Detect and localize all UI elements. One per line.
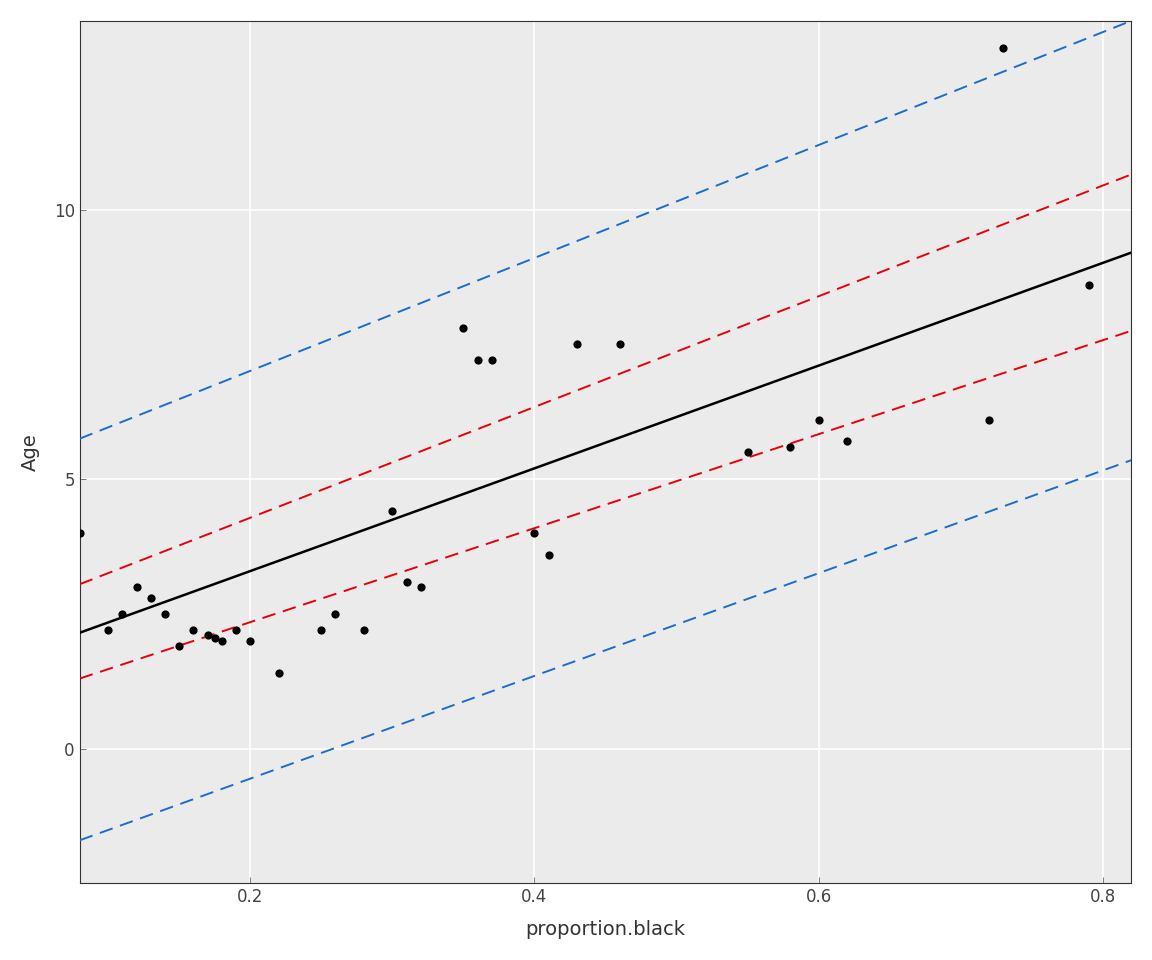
Point [99,622,118,637]
Point [781,439,799,454]
Point [525,525,544,540]
Point [738,444,757,460]
Point [539,547,558,563]
Point [611,337,629,352]
Point [142,590,160,606]
Point [454,321,472,336]
X-axis label: proportion.black: proportion.black [525,921,685,939]
Point [113,606,131,621]
Point [411,579,430,594]
Point [483,352,501,368]
Y-axis label: Age: Age [21,433,40,471]
Point [128,579,146,594]
Point [270,665,288,681]
Point [205,631,223,646]
Point [241,634,259,649]
Point [1079,277,1098,293]
Point [184,622,203,637]
Point [810,412,828,427]
Point [70,525,89,540]
Point [568,337,586,352]
Point [312,622,331,637]
Point [469,352,487,368]
Point [838,434,856,449]
Point [227,622,245,637]
Point [980,412,999,427]
Point [170,638,189,654]
Point [397,574,416,589]
Point [384,504,402,519]
Point [355,622,373,637]
Point [994,40,1013,56]
Point [326,606,344,621]
Point [156,606,174,621]
Point [198,628,217,643]
Point [213,634,232,649]
